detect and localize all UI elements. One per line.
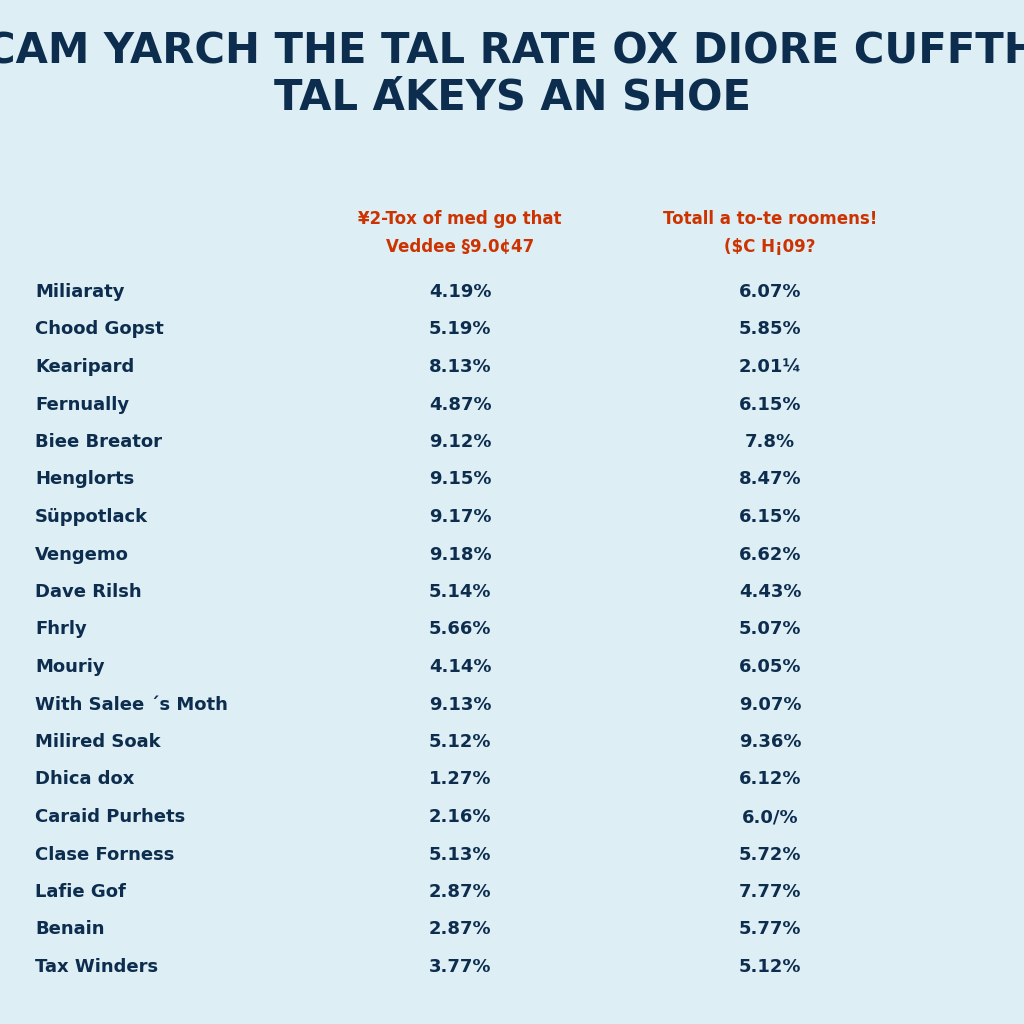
Text: 5.12%: 5.12%	[738, 958, 801, 976]
Text: 2.16%: 2.16%	[429, 808, 492, 826]
Text: 9.07%: 9.07%	[738, 695, 801, 714]
Text: 5.13%: 5.13%	[429, 846, 492, 863]
Text: Dave Rilsh: Dave Rilsh	[35, 583, 141, 601]
Text: 6.12%: 6.12%	[738, 770, 801, 788]
Text: Chood Gopst: Chood Gopst	[35, 321, 164, 339]
Text: 6.07%: 6.07%	[738, 283, 801, 301]
Text: 5.77%: 5.77%	[738, 921, 801, 939]
Text: 8.13%: 8.13%	[429, 358, 492, 376]
Text: 6.62%: 6.62%	[738, 546, 801, 563]
Text: 9.13%: 9.13%	[429, 695, 492, 714]
Text: 5.85%: 5.85%	[738, 321, 802, 339]
Text: Kearipard: Kearipard	[35, 358, 134, 376]
Text: 4.19%: 4.19%	[429, 283, 492, 301]
Text: 2.87%: 2.87%	[429, 921, 492, 939]
Text: CAM YARCH THE TAL RATE OX DIORE CUFFTH: CAM YARCH THE TAL RATE OX DIORE CUFFTH	[0, 30, 1024, 72]
Text: 8.47%: 8.47%	[738, 470, 802, 488]
Text: 9.12%: 9.12%	[429, 433, 492, 451]
Text: Fhrly: Fhrly	[35, 621, 87, 639]
Text: 1.27%: 1.27%	[429, 770, 492, 788]
Text: Biee Breator: Biee Breator	[35, 433, 162, 451]
Text: 5.14%: 5.14%	[429, 583, 492, 601]
Text: Caraid Purhets: Caraid Purhets	[35, 808, 185, 826]
Text: Vengemo: Vengemo	[35, 546, 129, 563]
Text: Süppotlack: Süppotlack	[35, 508, 148, 526]
Text: 6.15%: 6.15%	[738, 395, 801, 414]
Text: Milired Soak: Milired Soak	[35, 733, 161, 751]
Text: 6.05%: 6.05%	[738, 658, 801, 676]
Text: 5.07%: 5.07%	[738, 621, 801, 639]
Text: Veddee §9.0¢47: Veddee §9.0¢47	[386, 238, 535, 256]
Text: Miliaraty: Miliaraty	[35, 283, 125, 301]
Text: Tax Winders: Tax Winders	[35, 958, 158, 976]
Text: 6.0/%: 6.0/%	[741, 808, 799, 826]
Text: Mouriy: Mouriy	[35, 658, 104, 676]
Text: 2.01¼: 2.01¼	[738, 358, 802, 376]
Text: 9.15%: 9.15%	[429, 470, 492, 488]
Text: 3.77%: 3.77%	[429, 958, 492, 976]
Text: 5.19%: 5.19%	[429, 321, 492, 339]
Text: 2.87%: 2.87%	[429, 883, 492, 901]
Text: 9.17%: 9.17%	[429, 508, 492, 526]
Text: Lafie Gof: Lafie Gof	[35, 883, 126, 901]
Text: Henglorts: Henglorts	[35, 470, 134, 488]
Text: 5.12%: 5.12%	[429, 733, 492, 751]
Text: Benain: Benain	[35, 921, 104, 939]
Text: 6.15%: 6.15%	[738, 508, 801, 526]
Text: ($C H¡09?: ($C H¡09?	[724, 238, 816, 256]
Text: Fernually: Fernually	[35, 395, 129, 414]
Text: Dhica dox: Dhica dox	[35, 770, 134, 788]
Text: 5.72%: 5.72%	[738, 846, 801, 863]
Text: TAL ÁKEYS AN SHOE: TAL ÁKEYS AN SHOE	[273, 76, 751, 118]
Text: ¥2-Tox of med go that: ¥2-Tox of med go that	[358, 210, 562, 228]
Text: Clase Forness: Clase Forness	[35, 846, 174, 863]
Text: 5.66%: 5.66%	[429, 621, 492, 639]
Text: 4.14%: 4.14%	[429, 658, 492, 676]
Text: 4.43%: 4.43%	[738, 583, 801, 601]
Text: Totall a to-te roomens!: Totall a to-te roomens!	[663, 210, 878, 228]
Text: 7.8%: 7.8%	[744, 433, 795, 451]
Text: 4.87%: 4.87%	[429, 395, 492, 414]
Text: 9.18%: 9.18%	[429, 546, 492, 563]
Text: With Salee ´s Moth: With Salee ´s Moth	[35, 695, 228, 714]
Text: 9.36%: 9.36%	[738, 733, 801, 751]
Text: 7.77%: 7.77%	[738, 883, 801, 901]
